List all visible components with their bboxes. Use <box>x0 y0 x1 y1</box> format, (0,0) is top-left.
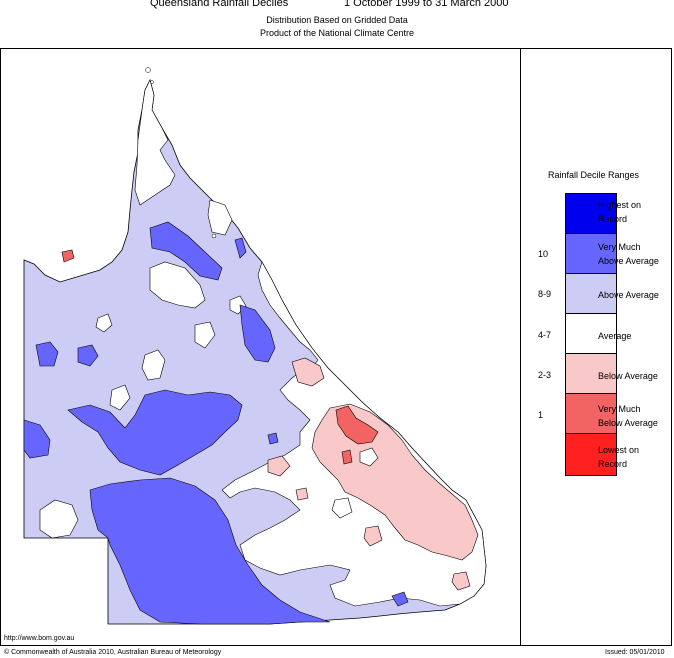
title-period: 1 October 1999 to 31 March 2000 <box>344 0 509 9</box>
range-label-8-9: 8-9 <box>538 289 552 299</box>
subtitle-distribution: Distribution Based on Gridded Data <box>266 15 408 25</box>
range-label-1: 1 <box>538 410 544 420</box>
title-region: Queensland Rainfall Deciles <box>150 0 289 9</box>
bom-url-link[interactable]: http://www.bom.gov.au <box>4 635 75 642</box>
map-title: Queensland Rainfall Deciles 1 October 19… <box>0 0 674 11</box>
legend-label-below: Below Average <box>598 371 658 381</box>
legend-label-very-much-above: Very Much Above Average <box>598 242 659 266</box>
swatch-very-much-below <box>565 393 617 434</box>
legend-divider <box>520 48 521 646</box>
range-label-4-7: 4-7 <box>538 330 552 340</box>
issued-date: Issued: 05/01/2010 <box>605 649 665 656</box>
legend-label-average: Average <box>598 331 632 341</box>
legend-title: Rainfall Decile Ranges <box>548 170 640 180</box>
map-frame <box>0 48 672 646</box>
legend-label-lowest: Lowest on Record <box>598 445 640 469</box>
range-label-2-3: 2-3 <box>538 370 552 380</box>
swatch-very-much-above <box>565 233 617 274</box>
subtitle-product: Product of the National Climate Centre <box>259 28 415 38</box>
copyright-notice: © Commonwealth of Australia 2010, Austra… <box>4 649 222 656</box>
legend-label-very-much-below: Very Much Below Average <box>598 404 658 428</box>
legend-label-above: Above Average <box>598 290 659 300</box>
range-label-10: 10 <box>538 249 549 259</box>
swatch-highest-on-record <box>565 193 617 234</box>
swatch-above <box>565 273 617 314</box>
legend-label-highest: Highest on Record <box>598 200 642 224</box>
swatch-lowest-on-record <box>565 433 617 476</box>
